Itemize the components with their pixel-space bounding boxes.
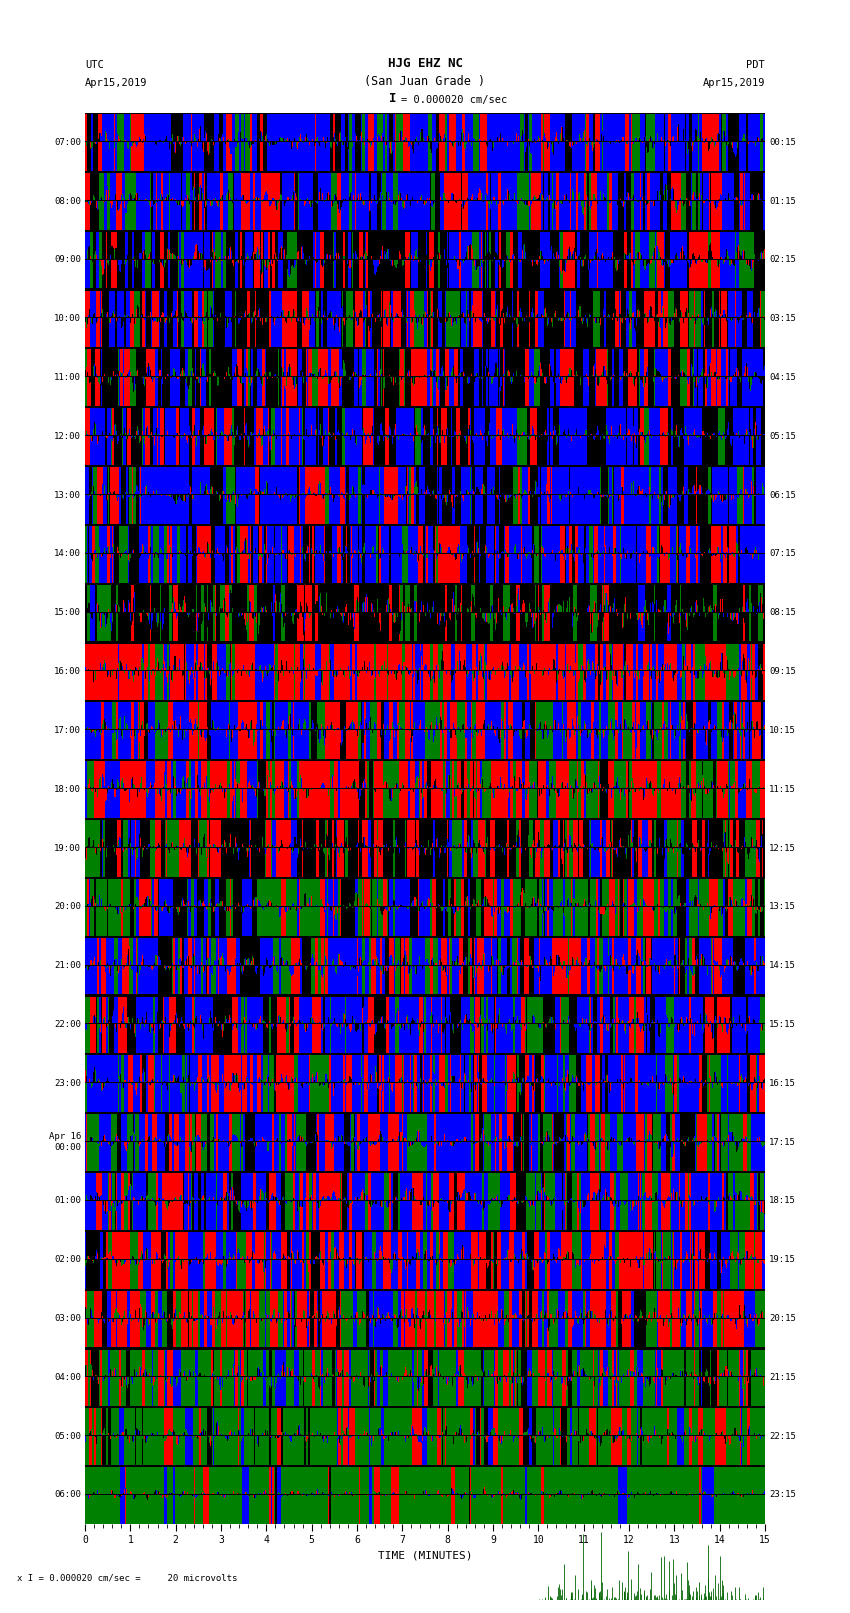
Text: Apr15,2019: Apr15,2019 <box>85 77 148 87</box>
Text: UTC: UTC <box>85 60 104 71</box>
Text: = 0.000020 cm/sec: = 0.000020 cm/sec <box>401 95 507 105</box>
Text: HJG EHZ NC: HJG EHZ NC <box>388 56 462 71</box>
Text: (San Juan Grade ): (San Juan Grade ) <box>365 74 485 87</box>
Text: x I = 0.000020 cm/sec =     20 microvolts: x I = 0.000020 cm/sec = 20 microvolts <box>17 1573 237 1582</box>
Text: I: I <box>389 92 396 105</box>
Text: PDT: PDT <box>746 60 765 71</box>
X-axis label: TIME (MINUTES): TIME (MINUTES) <box>377 1552 473 1561</box>
Text: Apr15,2019: Apr15,2019 <box>702 77 765 87</box>
